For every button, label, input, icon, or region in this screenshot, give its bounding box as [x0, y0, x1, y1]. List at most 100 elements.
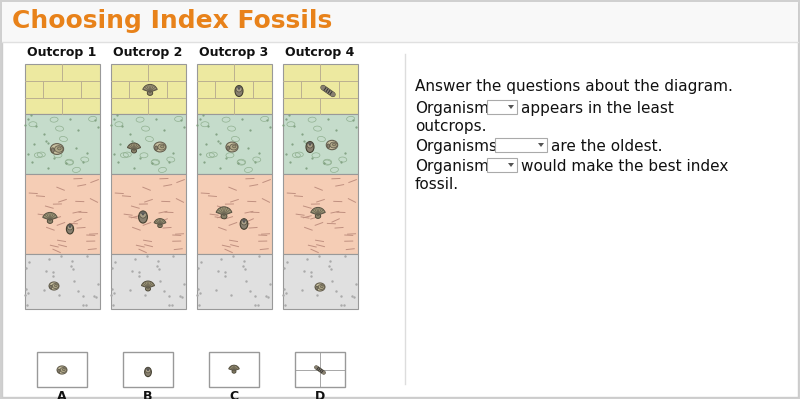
Ellipse shape — [315, 214, 321, 218]
Ellipse shape — [52, 284, 58, 288]
Bar — [25, 174, 100, 254]
Text: C: C — [230, 390, 238, 399]
Wedge shape — [142, 85, 158, 92]
Bar — [123, 352, 173, 387]
Ellipse shape — [230, 144, 238, 150]
Text: Answer the questions about the diagram.: Answer the questions about the diagram. — [415, 79, 733, 94]
Bar — [197, 114, 272, 174]
Ellipse shape — [326, 140, 338, 150]
Text: Organism: Organism — [415, 159, 489, 174]
Bar — [111, 64, 186, 114]
Ellipse shape — [306, 142, 314, 152]
Text: B: B — [143, 390, 153, 399]
Bar — [209, 352, 259, 387]
Ellipse shape — [138, 211, 147, 223]
Text: D: D — [315, 390, 325, 399]
Polygon shape — [538, 143, 544, 147]
Ellipse shape — [241, 219, 247, 225]
Ellipse shape — [62, 368, 65, 371]
Ellipse shape — [140, 211, 146, 218]
Ellipse shape — [147, 91, 153, 95]
Text: would make the best index: would make the best index — [521, 159, 728, 174]
Text: are the oldest.: are the oldest. — [551, 139, 662, 154]
Text: outcrops.: outcrops. — [415, 119, 486, 134]
Bar — [111, 254, 186, 309]
Ellipse shape — [51, 148, 54, 152]
Bar — [197, 254, 272, 309]
Ellipse shape — [58, 369, 60, 373]
Bar — [25, 114, 100, 174]
Ellipse shape — [60, 367, 66, 373]
Ellipse shape — [146, 368, 150, 373]
Bar — [2, 2, 798, 42]
Ellipse shape — [318, 284, 325, 290]
Ellipse shape — [158, 224, 162, 227]
Text: Organism: Organism — [415, 101, 489, 116]
Ellipse shape — [66, 224, 74, 234]
Text: Outcrop 2: Outcrop 2 — [114, 46, 182, 59]
Bar — [111, 174, 186, 254]
Text: Choosing Index Fossils: Choosing Index Fossils — [12, 9, 332, 33]
Bar — [283, 114, 358, 174]
Wedge shape — [42, 212, 58, 220]
Ellipse shape — [235, 85, 243, 97]
Ellipse shape — [315, 283, 325, 291]
Ellipse shape — [54, 146, 63, 152]
Ellipse shape — [146, 287, 150, 291]
Ellipse shape — [47, 219, 53, 223]
Ellipse shape — [233, 145, 236, 148]
Wedge shape — [127, 143, 141, 150]
Bar — [495, 138, 547, 152]
Text: appears in the least: appears in the least — [521, 101, 674, 116]
Ellipse shape — [57, 366, 67, 374]
Text: A: A — [57, 390, 67, 399]
Bar — [197, 174, 272, 254]
Polygon shape — [508, 163, 514, 167]
Wedge shape — [216, 207, 232, 215]
Bar — [25, 64, 100, 114]
Ellipse shape — [327, 144, 330, 148]
Bar — [197, 64, 272, 114]
Ellipse shape — [158, 144, 166, 150]
Bar — [283, 64, 358, 114]
Wedge shape — [310, 207, 326, 215]
Ellipse shape — [321, 285, 323, 288]
Ellipse shape — [161, 145, 164, 148]
Bar — [25, 254, 100, 309]
Ellipse shape — [131, 149, 137, 153]
Bar — [37, 352, 87, 387]
Text: Outcrop 3: Outcrop 3 — [199, 46, 269, 59]
Ellipse shape — [226, 146, 230, 150]
Ellipse shape — [58, 147, 61, 150]
Ellipse shape — [49, 282, 59, 290]
Bar — [111, 114, 186, 174]
Ellipse shape — [316, 286, 318, 290]
Text: fossil.: fossil. — [415, 177, 459, 192]
Bar — [295, 352, 345, 387]
Ellipse shape — [154, 142, 166, 152]
Bar — [283, 254, 358, 309]
Ellipse shape — [50, 144, 64, 154]
Wedge shape — [142, 281, 154, 288]
Ellipse shape — [67, 225, 73, 230]
Bar — [487, 100, 517, 114]
Wedge shape — [154, 219, 166, 225]
Ellipse shape — [236, 86, 242, 92]
Text: Outcrop 4: Outcrop 4 — [286, 46, 354, 59]
Text: Outcrop 1: Outcrop 1 — [27, 46, 97, 59]
Ellipse shape — [145, 367, 151, 377]
Text: Organisms: Organisms — [415, 139, 497, 154]
Bar — [487, 158, 517, 172]
Ellipse shape — [221, 214, 227, 219]
Ellipse shape — [54, 284, 57, 286]
Ellipse shape — [330, 142, 338, 148]
Ellipse shape — [226, 142, 238, 152]
Polygon shape — [508, 105, 514, 109]
Bar — [283, 174, 358, 254]
Wedge shape — [229, 365, 239, 371]
Ellipse shape — [154, 146, 158, 150]
Ellipse shape — [50, 285, 52, 289]
Ellipse shape — [307, 142, 313, 148]
Ellipse shape — [232, 370, 236, 373]
Ellipse shape — [333, 143, 336, 146]
